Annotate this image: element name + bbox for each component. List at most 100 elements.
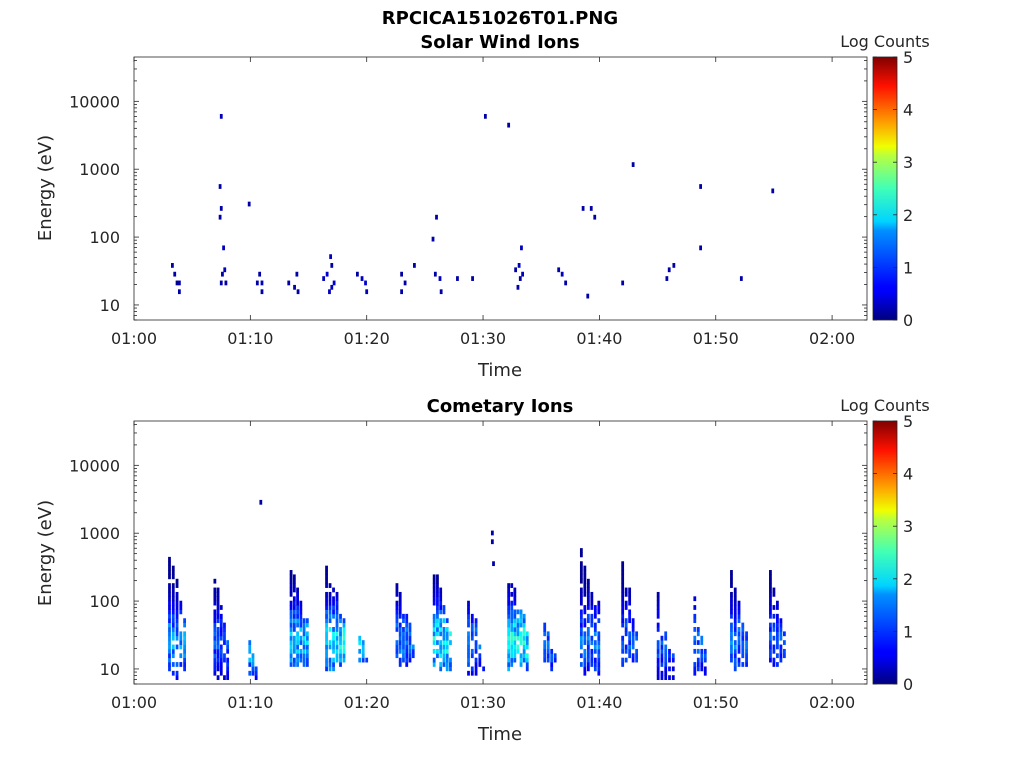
spectrogram-cell <box>398 635 402 641</box>
spectrogram-cell <box>213 670 217 676</box>
spectrogram-cell <box>398 600 402 606</box>
spectrogram-cell <box>402 653 405 659</box>
spectrogram-cell <box>628 648 632 654</box>
spectrogram-cell <box>579 640 583 645</box>
spectrogram-cell <box>733 662 737 667</box>
spectrogram-cell <box>413 263 416 268</box>
spectrogram-cell <box>583 622 587 628</box>
spectrogram-cell <box>664 657 668 663</box>
spectrogram-cell <box>296 648 299 654</box>
spectrogram-cell <box>260 289 264 295</box>
spectrogram-cell <box>405 613 409 619</box>
spectrogram-cell <box>296 657 299 663</box>
x-tick-label: 01:40 <box>576 329 622 348</box>
spectrogram-cell <box>621 574 625 580</box>
spectrogram-cell <box>325 662 328 667</box>
spectrogram-cell <box>439 609 443 615</box>
spectrogram-cell <box>597 644 601 650</box>
spectrogram-cell <box>247 201 251 207</box>
spectrogram-cell <box>660 653 664 659</box>
y-tick-label: 10000 <box>69 456 120 475</box>
spectrogram-cell <box>171 587 175 593</box>
spectrogram-cell <box>507 605 511 610</box>
spectrogram-cell <box>733 591 737 597</box>
spectrogram-cell <box>628 640 632 645</box>
spectrogram-cell <box>168 605 171 610</box>
spectrogram-cell <box>292 578 296 584</box>
spectrogram-cell <box>593 662 597 667</box>
spectrogram-cell <box>474 657 478 663</box>
spectrogram-cell <box>624 648 628 654</box>
spectrogram-cell <box>668 648 671 654</box>
spectrogram-cell <box>739 276 743 281</box>
spectrogram-cell <box>213 627 217 632</box>
spectrogram-cell <box>358 648 362 654</box>
spectrogram-cell <box>432 583 436 588</box>
spectrogram-cell <box>449 631 452 637</box>
spectrogram-cell <box>507 631 511 637</box>
spectrogram-cell <box>400 271 403 277</box>
spectrogram-cell <box>432 591 436 597</box>
spectrogram-cell <box>299 618 303 624</box>
spectrogram-cell <box>179 644 183 650</box>
x-tick-label: 01:40 <box>576 693 622 712</box>
spectrogram-cell <box>467 653 470 659</box>
spectrogram-cell <box>664 644 668 650</box>
spectrogram-cell <box>328 605 332 610</box>
spectrogram-cell <box>769 583 772 588</box>
spectrogram-cell <box>405 627 409 632</box>
colorbar-tick-label: 0 <box>903 311 913 330</box>
spectrogram-cell <box>408 640 412 645</box>
spectrogram-cell <box>332 640 335 645</box>
spectrogram-cell <box>219 648 223 654</box>
plot-area-solar-wind <box>134 57 867 320</box>
spectrogram-cell <box>593 627 597 632</box>
spectrogram-cell <box>583 670 587 676</box>
spectrogram-cell <box>769 609 772 615</box>
spectrogram-cell <box>296 640 299 645</box>
colorbar-ticks-cometary: 0 1 2 3 4 5 <box>873 412 913 694</box>
spectrogram-cell <box>445 631 449 637</box>
spectrogram-cell <box>470 627 474 632</box>
spectrogram-cell <box>335 596 339 602</box>
spectrogram-cell <box>703 670 707 676</box>
spectrogram-cell <box>741 635 745 641</box>
spectrogram-cell <box>289 635 293 641</box>
spectrogram-cell <box>586 653 590 659</box>
spectrogram-cell <box>693 635 697 641</box>
spectrogram-cell <box>403 280 407 286</box>
spectrogram-cell <box>302 648 306 654</box>
spectrogram-cell <box>733 631 737 637</box>
spectrogram-cell <box>219 644 223 650</box>
spectrogram-cell <box>693 605 697 610</box>
spectrogram-cell <box>302 662 306 667</box>
spectrogram-cell <box>289 587 293 593</box>
spectrogram-cell <box>405 618 409 624</box>
spectrogram-cell <box>525 666 529 672</box>
spectrogram-cell <box>168 596 171 602</box>
x-axis-ticks-solar-wind: 01:00 01:10 01:20 01:30 01:40 01:50 02:00 <box>111 57 855 348</box>
spectrogram-cell <box>660 670 664 676</box>
spectrogram-cell <box>631 635 635 641</box>
spectrogram-cell <box>745 640 748 645</box>
spectrogram-cell <box>175 670 179 676</box>
spectrogram-cell <box>305 618 309 624</box>
spectrogram-cell <box>467 600 470 606</box>
spectrogram-cell <box>213 657 217 663</box>
x-axis-ticks-cometary: 01:00 01:10 01:20 01:30 01:40 01:50 02:00 <box>111 421 855 712</box>
colorbar-ticks-solar-wind: 0 1 2 3 4 5 <box>873 48 913 330</box>
spectrogram-cell <box>395 640 399 645</box>
spectrogram-cell <box>168 587 171 593</box>
spectrogram-cell <box>583 574 587 580</box>
spectrogram-cell <box>216 600 220 606</box>
spectrogram-cell <box>700 653 704 659</box>
spectrogram-cell <box>445 653 449 659</box>
spectrogram-cell <box>579 561 583 567</box>
spectrogram-cell <box>332 627 335 632</box>
spectrogram-cell <box>171 570 175 575</box>
spectrogram-cell <box>395 605 399 610</box>
spectrogram-cell <box>302 618 306 624</box>
spectrogram-cell <box>322 276 326 281</box>
spectrogram-cell <box>516 644 520 650</box>
spectrogram-cell <box>478 653 482 659</box>
